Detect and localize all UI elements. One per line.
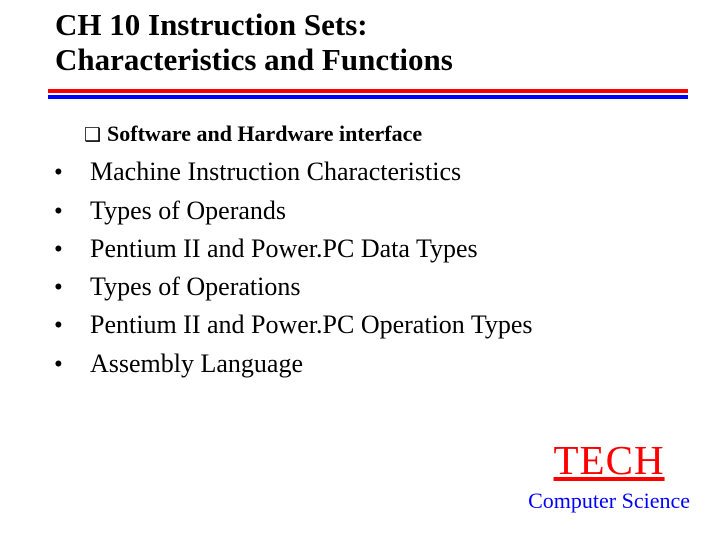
list-item: • Assembly Language	[48, 345, 720, 383]
bullet-dot-icon: •	[48, 232, 90, 268]
bullet-text: Assembly Language	[90, 345, 303, 383]
footer-badge: TECH Computer Science	[528, 436, 690, 514]
subhead-text: Software and Hardware interface	[107, 121, 422, 147]
slide: CH 10 Instruction Sets: Characteristics …	[0, 0, 720, 540]
divider-top	[48, 89, 688, 93]
bullet-text: Pentium II and Power.PC Data Types	[90, 230, 478, 268]
title-divider	[48, 89, 688, 99]
bullet-text: Machine Instruction Characteristics	[90, 153, 461, 191]
badge-subtitle: Computer Science	[528, 488, 690, 514]
bullet-text: Types of Operations	[90, 268, 300, 306]
bullet-list: • Machine Instruction Characteristics • …	[0, 147, 720, 383]
bullet-dot-icon: •	[48, 155, 90, 191]
list-item: • Types of Operands	[48, 192, 720, 230]
badge-title: TECH	[528, 436, 690, 484]
subhead-row: ❑ Software and Hardware interface	[0, 99, 720, 147]
list-item: • Pentium II and Power.PC Operation Type…	[48, 306, 720, 344]
slide-title-line1: CH 10 Instruction Sets:	[55, 8, 720, 43]
title-block: CH 10 Instruction Sets: Characteristics …	[0, 0, 720, 83]
bullet-dot-icon: •	[48, 194, 90, 230]
bullet-text: Pentium II and Power.PC Operation Types	[90, 306, 533, 344]
bullet-text: Types of Operands	[90, 192, 286, 230]
bullet-dot-icon: •	[48, 270, 90, 306]
bullet-dot-icon: •	[48, 308, 90, 344]
arrow-bullet-icon: ❑	[84, 126, 101, 145]
slide-title-line2: Characteristics and Functions	[55, 43, 720, 78]
list-item: • Types of Operations	[48, 268, 720, 306]
list-item: • Machine Instruction Characteristics	[48, 153, 720, 191]
bullet-dot-icon: •	[48, 347, 90, 383]
list-item: • Pentium II and Power.PC Data Types	[48, 230, 720, 268]
